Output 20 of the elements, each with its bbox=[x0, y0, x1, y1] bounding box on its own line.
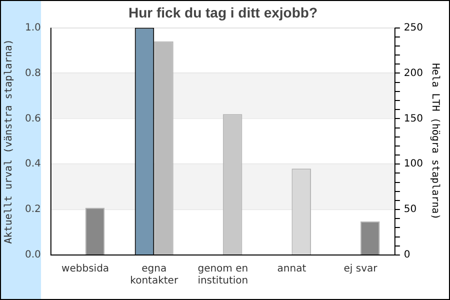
y2-axis-title: Hela LTH (högra staplarna) bbox=[429, 63, 440, 220]
y-tick-label: 0.2 bbox=[24, 204, 41, 216]
x-tick-label: ej svar bbox=[344, 264, 378, 275]
y2-tick-label: 150 bbox=[404, 113, 424, 124]
y2-tick-label: 100 bbox=[404, 158, 424, 170]
chart-title: Hur fick du tag i ditt exjobb? bbox=[128, 4, 318, 20]
x-tick-label: egna kontakter bbox=[130, 264, 179, 287]
y-tick-label: 1.0 bbox=[24, 22, 41, 34]
y-tick-label: 0.6 bbox=[24, 113, 41, 124]
y2-tick-label: 250 bbox=[404, 22, 424, 34]
y-tick-label: 0.8 bbox=[24, 68, 41, 79]
y-tick-label: 0.4 bbox=[24, 158, 41, 170]
y2-tick-label: 50 bbox=[404, 204, 417, 216]
y2-tick-label: 0 bbox=[404, 250, 410, 261]
y-axis-title: Aktuellt urval (vänstra staplarna) bbox=[4, 39, 15, 244]
x-tick-label: genom en institution bbox=[198, 264, 248, 287]
y-tick-label: 0.0 bbox=[24, 250, 41, 261]
x-tick-label: webbsida bbox=[62, 264, 110, 275]
y2-tick-label: 200 bbox=[404, 68, 424, 79]
x-tick-label: annat bbox=[277, 264, 306, 275]
